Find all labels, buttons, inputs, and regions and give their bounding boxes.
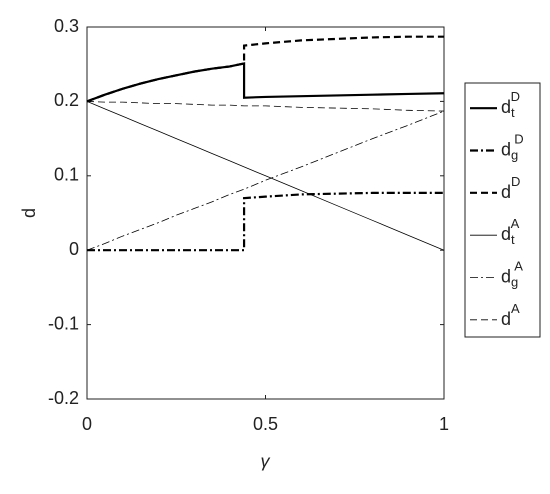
y-tick-label: 0	[69, 239, 79, 259]
y-tick-label: 0.2	[54, 90, 79, 110]
y-tick-label: 0.1	[54, 165, 79, 185]
x-axis-label: γ	[261, 451, 271, 471]
legend-sup: A	[511, 217, 520, 232]
legend-sup: D	[511, 174, 520, 189]
legend-label: dgA	[501, 259, 523, 290]
legend-sup: D	[511, 90, 520, 105]
legend-sub: g	[511, 275, 518, 290]
legend-sup: A	[511, 301, 520, 316]
x-tick-label: 0.5	[253, 414, 278, 434]
legend-label: dtD	[501, 90, 520, 121]
legend-label: dA	[501, 301, 520, 328]
series-line	[86, 101, 445, 251]
y-tick-label: -0.2	[48, 388, 79, 408]
legend-sub: g	[511, 148, 518, 163]
legend-name: d	[501, 309, 511, 329]
x-tick-label: 1	[439, 414, 449, 434]
series-line	[86, 101, 445, 112]
legend-sub: t	[511, 106, 515, 121]
y-tick-label: -0.1	[48, 313, 79, 333]
legend-label: dD	[501, 174, 520, 201]
y-axis-label: d	[19, 208, 39, 218]
legend-label: dtA	[501, 217, 520, 248]
legend-label: dgD	[501, 132, 524, 163]
legend-name: d	[501, 266, 511, 286]
series-line	[86, 35, 444, 103]
x-tick-label: 0	[82, 414, 92, 434]
legend-name: d	[501, 182, 511, 202]
legend-name: d	[501, 139, 511, 159]
legend-sub: t	[511, 233, 515, 248]
legend-sup: D	[514, 132, 523, 147]
legend-name: d	[501, 97, 511, 117]
legend-box	[464, 82, 541, 338]
legend-name: d	[501, 224, 511, 244]
y-tick-label: 0.3	[54, 16, 79, 36]
legend-sup: A	[514, 259, 523, 274]
